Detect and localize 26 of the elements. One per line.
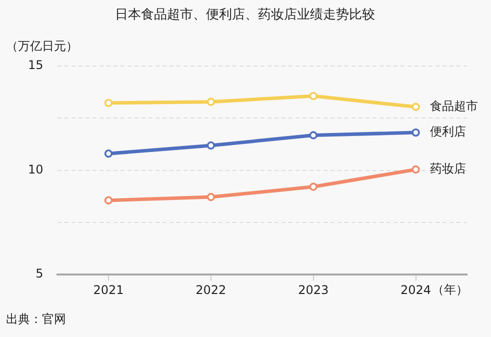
point — [206, 141, 216, 150]
point — [412, 128, 420, 137]
point — [309, 182, 318, 191]
point — [104, 196, 113, 204]
point — [104, 98, 113, 108]
point — [309, 92, 318, 100]
point — [309, 131, 318, 140]
x-tick-label: 2023 — [298, 282, 329, 297]
series-label: 药妆店 — [430, 162, 466, 176]
series-label: 便利店 — [430, 124, 466, 139]
y-tick-label: 15 — [28, 58, 44, 72]
y-tick-label: 5 — [36, 266, 44, 281]
y-axis-title: （万亿日元） — [6, 39, 78, 54]
x-tick-label: 2022 — [196, 282, 226, 297]
x-tick-label: 2021 — [93, 282, 124, 297]
point — [206, 192, 216, 202]
chart-title: 日本食品超市、便利店、药妆店业绩走势比较 — [115, 6, 375, 22]
x-axis-title: （年） — [432, 282, 468, 297]
point — [206, 98, 216, 106]
source-note: 出典：官网 — [6, 312, 66, 326]
point — [412, 165, 420, 174]
series-label: 食品超市 — [430, 99, 478, 114]
point — [412, 102, 420, 111]
y-tick-label: 10 — [28, 162, 44, 176]
point — [104, 150, 113, 158]
x-tick-label: 2024 — [400, 282, 432, 297]
